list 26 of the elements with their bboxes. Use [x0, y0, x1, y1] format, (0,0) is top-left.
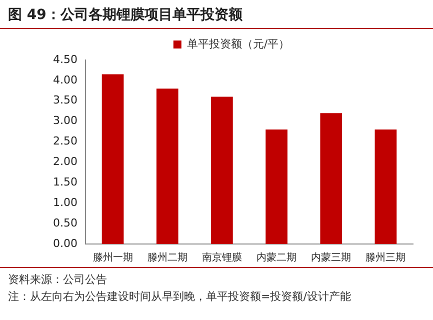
- y-tick-label: 2.00: [52, 155, 78, 168]
- y-tick-label: 3.00: [52, 114, 78, 128]
- text: 资料来源：公司公告: [7, 272, 108, 288]
- bar: [156, 88, 178, 244]
- bar: [320, 113, 342, 244]
- bar: [211, 96, 233, 244]
- bar: [102, 74, 124, 244]
- y-tick-label: 0.50: [52, 216, 78, 230]
- legend-label: 单平投资额（元/平）: [186, 37, 290, 50]
- x-tick-label: 滕州三期: [366, 252, 406, 264]
- x-tick-label: 南京锂膜: [202, 252, 242, 264]
- text: 注：从左向右为公告建设时间从早到晚，单平投资额=投资额/设计产能: [7, 289, 352, 305]
- y-tick-label: 3.50: [52, 94, 78, 107]
- bar: [374, 130, 397, 244]
- y-tick-label: 0.00: [52, 236, 78, 250]
- x-tick-label: 内蒙三期: [311, 252, 352, 264]
- y-tick-label: 2.50: [52, 134, 78, 148]
- chart-title: 图 49：公司各期锂膜项目单平投资额: [0, 0, 433, 29]
- y-tick-label: 1.50: [52, 176, 78, 189]
- x-tick-label: 滕州二期: [147, 252, 188, 264]
- y-tick-label: 4.00: [52, 73, 78, 86]
- x-tick-label: 内蒙二期: [256, 252, 297, 264]
- y-tick-label: 4.50: [52, 52, 78, 66]
- x-tick-label: 滕州一期: [92, 252, 133, 264]
- bar: [266, 130, 288, 244]
- y-tick-label: 1.00: [52, 196, 78, 209]
